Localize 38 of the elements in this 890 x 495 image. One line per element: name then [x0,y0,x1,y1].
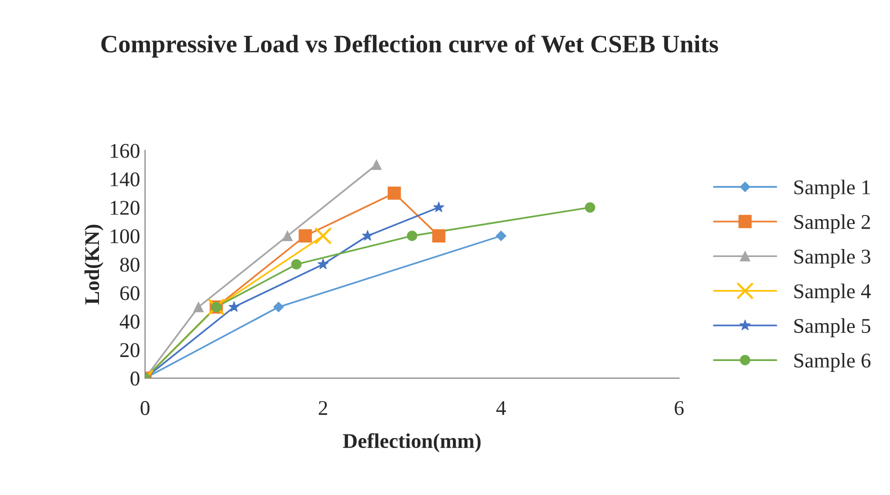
point [193,302,204,312]
y-tick-label: 20 [120,343,140,358]
point [406,230,418,242]
point [314,227,332,245]
point [496,230,506,242]
legend-label: Sample 1 [794,180,870,199]
y-tick-label: 120 [110,200,140,215]
x-tick-label: 2 [318,401,328,415]
y-tick-label: 80 [120,258,140,272]
point [282,230,293,242]
x-tick-label: 0 [140,401,150,416]
point [291,259,302,270]
y-tick-label: 140 [110,172,140,186]
point [228,301,240,312]
y-tick-label: 40 [120,314,140,329]
legend-label: Sample 6 [794,352,870,372]
y-tick-label: 60 [120,286,140,300]
y-tick-label: 160 [110,144,140,158]
y-axis-title: Lod(KN) [84,224,104,304]
point [433,202,444,212]
y-tick-label: 100 [110,229,140,244]
x-tick-label: 4 [496,401,506,415]
y-tick-label: 0 [130,372,140,386]
x-axis-title: Deflection(mm) [343,433,481,452]
point [362,230,374,241]
x-tick-label: 6 [674,401,684,416]
point [371,160,382,170]
legend-label: Sample 4 [794,284,871,303]
point [298,229,312,242]
point [432,229,446,242]
legend-label: Sample 2 [794,214,870,234]
point [273,302,284,312]
legend-label: Sample 5 [794,318,870,338]
point [584,202,596,213]
point [317,258,329,270]
chart-title: Compressive Load vs Deflection curve of Wet CSEB Units [101,34,718,58]
point [388,186,401,200]
legend-label: Sample 3 [794,249,870,268]
